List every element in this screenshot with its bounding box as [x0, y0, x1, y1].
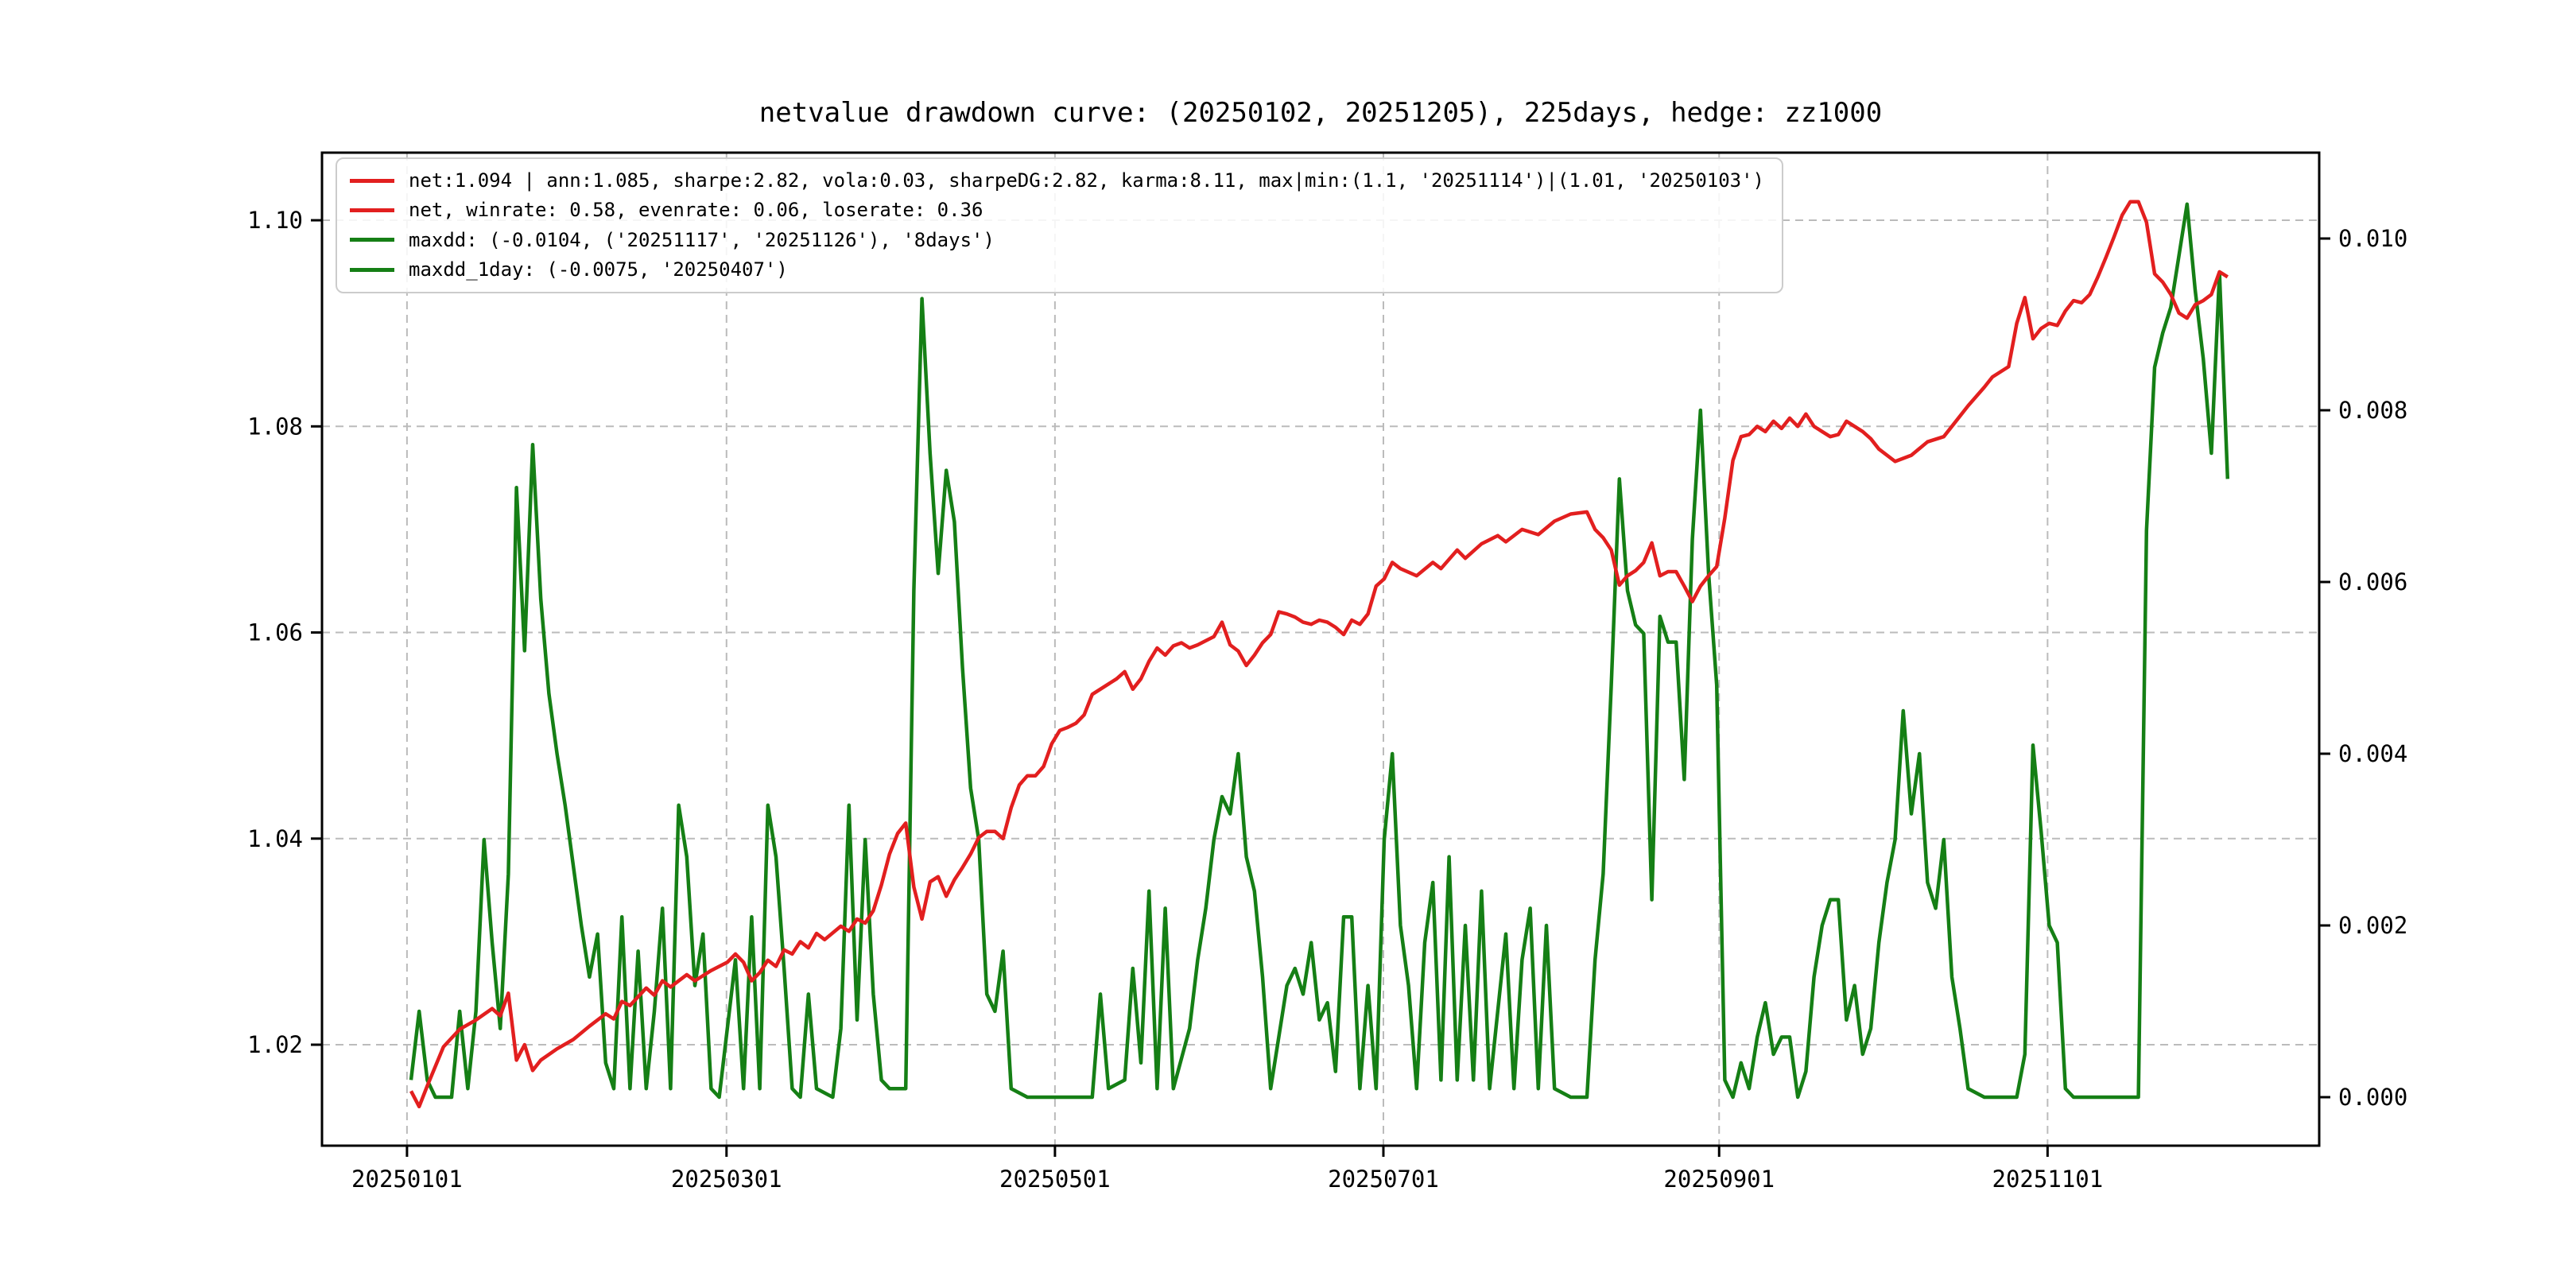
x-axis-tick-label: 20250101	[351, 1166, 463, 1193]
legend-item-label: net:1.094 | ann:1.085, sharpe:2.82, vola…	[409, 169, 1765, 192]
legend-line-swatch	[350, 267, 394, 272]
legend-line-swatch	[350, 208, 394, 213]
net-series-line	[409, 200, 2229, 1109]
legend-item-label: maxdd_1day: (-0.0075, '20250407')	[409, 258, 788, 281]
plot-border	[320, 151, 2321, 1147]
legend-item: maxdd_1day: (-0.0075, '20250407')	[350, 258, 1764, 281]
right-axis-tick-label: 0.008	[2338, 397, 2407, 424]
legend-item: maxdd: (-0.0104, ('20251117', '20251126'…	[350, 228, 1764, 251]
left-axis-tick-label: 1.08	[247, 413, 303, 440]
x-axis-tick-label: 20251101	[1992, 1166, 2104, 1193]
right-axis-tick-label: 0.010	[2338, 225, 2407, 252]
legend: net:1.094 | ann:1.085, sharpe:2.82, vola…	[336, 157, 1784, 293]
right-axis-tick-label: 0.004	[2338, 740, 2407, 767]
left-axis-tick-label: 1.02	[247, 1031, 303, 1058]
chart-title: netvalue drawdown curve: (20250102, 2025…	[758, 97, 1883, 129]
legend-item-label: net, winrate: 0.58, evenrate: 0.06, lose…	[409, 199, 983, 222]
x-axis-tick-label: 20250901	[1663, 1166, 1775, 1193]
right-axis-tick-label: 0.006	[2338, 568, 2407, 596]
x-axis-tick-label: 20250701	[1328, 1166, 1439, 1193]
right-axis-tick-label: 0.000	[2338, 1084, 2407, 1111]
left-axis-tick-label: 1.10	[247, 207, 303, 234]
legend-item: net, winrate: 0.58, evenrate: 0.06, lose…	[350, 199, 1764, 222]
legend-item-label: maxdd: (-0.0104, ('20251117', '20251126'…	[409, 228, 995, 251]
left-axis-tick-label: 1.04	[247, 825, 303, 852]
drawdown-series-line	[409, 202, 2230, 1100]
legend-item: net:1.094 | ann:1.085, sharpe:2.82, vola…	[350, 170, 1764, 191]
left-axis-tick-label: 1.06	[247, 619, 303, 646]
x-axis-tick-label: 20250501	[999, 1166, 1111, 1193]
legend-line-swatch	[350, 238, 394, 242]
legend-line-swatch	[350, 178, 394, 183]
right-axis-tick-label: 0.002	[2338, 912, 2407, 939]
x-axis-tick-label: 20250301	[671, 1166, 782, 1193]
